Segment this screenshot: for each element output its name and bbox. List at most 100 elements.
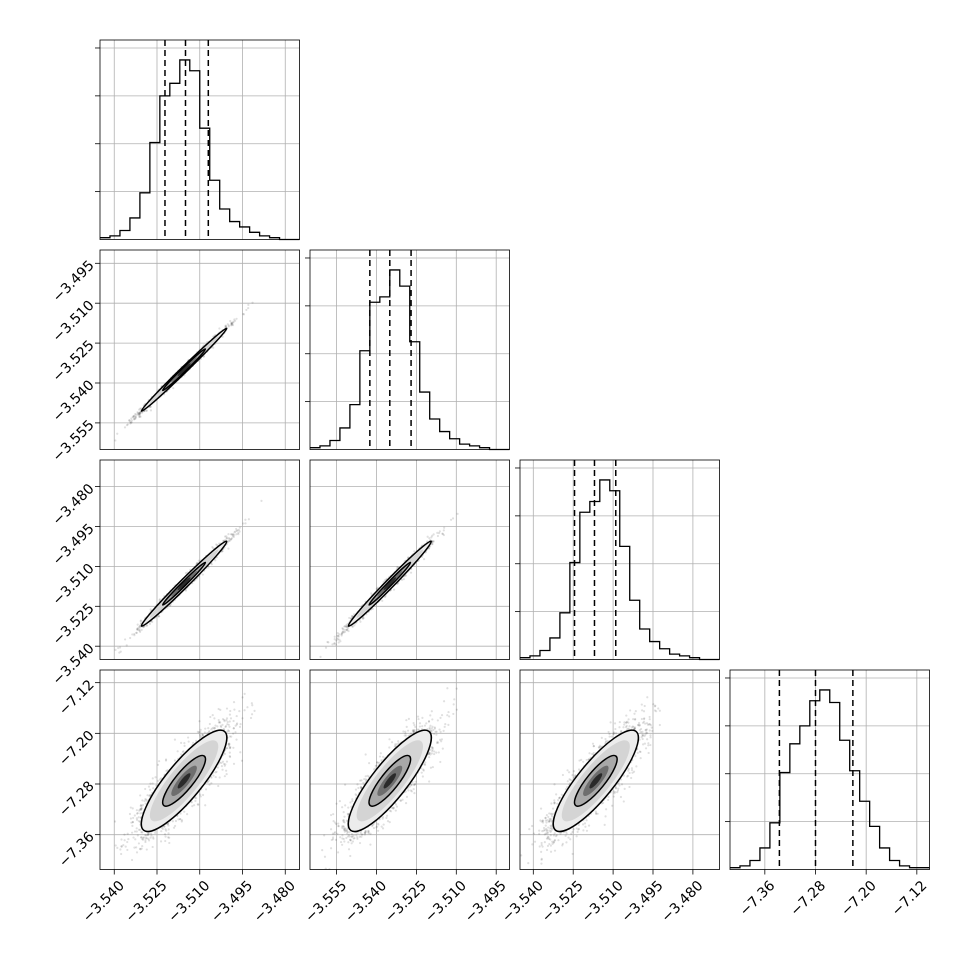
scatter-point <box>234 319 237 322</box>
scatter-point <box>138 415 141 418</box>
scatter-point <box>138 625 142 628</box>
scatter-point <box>172 387 175 390</box>
scatter-point <box>158 615 161 618</box>
scatter-point <box>158 599 161 602</box>
scatter-point <box>136 628 139 631</box>
scatter-point <box>139 804 142 807</box>
scatter-point <box>428 537 431 540</box>
scatter-point <box>225 717 229 720</box>
scatter-point <box>227 537 230 540</box>
scatter-point <box>120 845 123 848</box>
scatter-point <box>326 640 329 644</box>
scatter-point <box>186 813 189 816</box>
axes-frame <box>99 39 300 240</box>
scatter-point <box>351 625 354 628</box>
scatter-point <box>125 424 129 427</box>
scatter-point <box>117 646 120 650</box>
scatter-point <box>223 752 227 756</box>
scatter-point <box>173 759 177 762</box>
scatter-point <box>345 623 348 627</box>
scatter-point <box>404 574 408 577</box>
scatter-point <box>136 812 139 815</box>
scatter-point <box>231 323 234 326</box>
scatter-point <box>242 522 245 525</box>
scatter-point <box>201 793 205 797</box>
scatter-point <box>149 405 152 408</box>
scatter-point <box>129 806 132 809</box>
scatter-point <box>224 324 227 327</box>
scatter-point <box>120 838 123 841</box>
scatter-point <box>139 619 143 622</box>
scatter-point <box>134 416 137 419</box>
scatter-point <box>211 545 214 549</box>
scatter-point <box>238 526 242 529</box>
scatter-point <box>136 627 139 630</box>
scatter-point <box>231 534 234 538</box>
scatter-point <box>217 784 220 788</box>
scatter-point <box>431 542 434 545</box>
scatter-point <box>231 322 234 325</box>
scatter-point <box>141 844 144 848</box>
scatter-point <box>396 565 399 569</box>
scatter-point <box>141 411 144 414</box>
scatter-point <box>238 530 241 533</box>
scatter-point <box>244 522 247 525</box>
contour-line <box>140 540 228 627</box>
scatter-point <box>174 824 177 828</box>
scatter-point <box>197 559 200 562</box>
scatter-point <box>345 628 348 632</box>
scatter-point <box>223 775 226 778</box>
scatter-point <box>345 625 348 628</box>
scatter-point <box>139 407 142 410</box>
scatter-point <box>137 629 141 632</box>
scatter-point <box>152 837 155 840</box>
scatter-point <box>247 306 250 310</box>
panel-content <box>100 460 300 660</box>
scatter-point <box>199 730 202 734</box>
scatter-point <box>133 417 136 420</box>
scatter-point <box>157 615 160 618</box>
scatter-point <box>132 414 135 418</box>
scatter-point <box>334 639 337 642</box>
scatter-point <box>180 819 184 822</box>
panel-content <box>310 460 510 660</box>
scatter-point <box>221 768 224 771</box>
scatter-point <box>229 538 232 541</box>
scatter-point <box>336 634 339 637</box>
axes-frame <box>309 249 510 450</box>
scatter-point <box>436 534 440 538</box>
scatter-point <box>348 616 351 620</box>
scatter-point <box>338 633 341 636</box>
scatter-point <box>119 650 122 653</box>
scatter-point <box>431 534 434 537</box>
scatter-point <box>136 412 140 415</box>
scatter-point <box>144 787 147 791</box>
scatter-point <box>148 794 151 797</box>
scatter-point <box>146 624 149 627</box>
scatter-point <box>341 627 345 631</box>
scatter-point <box>340 632 344 635</box>
scatter-point <box>199 735 202 738</box>
scatter-point <box>179 812 182 815</box>
scatter-point <box>120 852 123 856</box>
scatter-point <box>413 550 416 553</box>
scatter-point <box>337 641 340 644</box>
scatter-point <box>187 740 190 743</box>
scatter-point <box>138 627 141 630</box>
scatter-point <box>376 586 379 589</box>
scatter-point <box>134 415 137 418</box>
scatter-point <box>167 824 170 827</box>
scatter-point <box>336 634 340 637</box>
scatter-point <box>151 620 154 623</box>
scatter-point <box>341 630 345 633</box>
scatter-point <box>229 319 232 323</box>
scatter-point <box>127 419 131 422</box>
scatter-point <box>401 578 404 581</box>
scatter-point <box>168 604 172 607</box>
scatter-point <box>235 527 238 531</box>
scatter-point <box>180 741 183 744</box>
scatter-point <box>347 629 350 633</box>
scatter-point <box>222 539 225 542</box>
axes-frame <box>99 249 300 450</box>
